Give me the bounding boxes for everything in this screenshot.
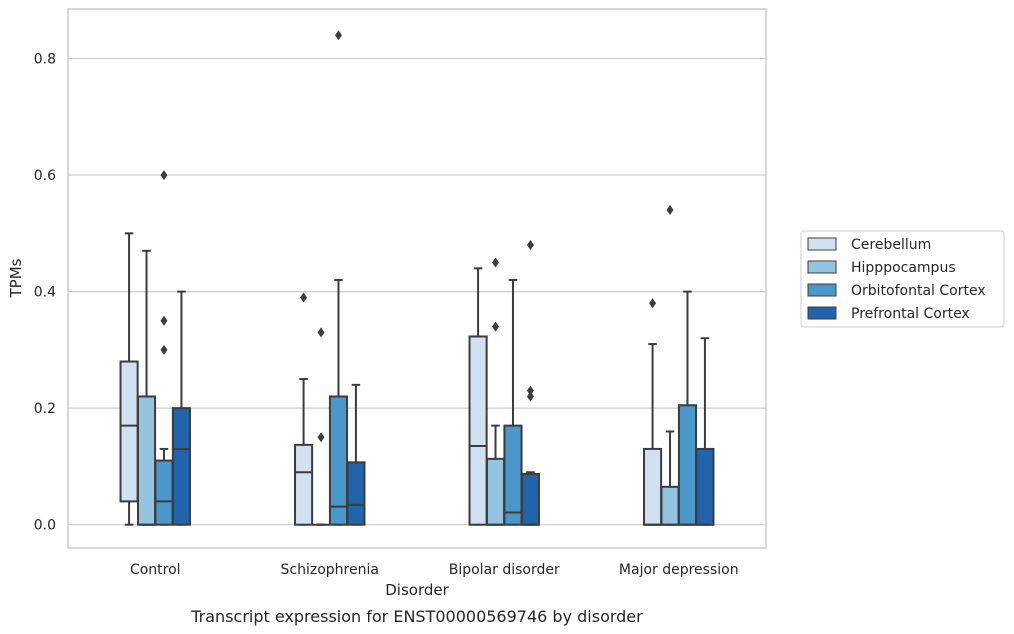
box-body xyxy=(643,447,663,526)
legend-label: Cerebellum xyxy=(851,237,931,253)
box-3-3 xyxy=(695,337,715,526)
box-2-2 xyxy=(503,278,523,526)
box-1-2 xyxy=(328,30,349,526)
box-0-2 xyxy=(154,170,174,526)
box-body xyxy=(520,472,540,526)
outlier-point xyxy=(666,205,674,216)
y-tick-label: 0.2 xyxy=(34,401,56,417)
outlier-point xyxy=(160,315,168,326)
outlier-point xyxy=(649,298,657,309)
box-1-0 xyxy=(294,292,314,526)
box-body xyxy=(503,424,523,526)
y-tick-label: 0.4 xyxy=(34,285,56,301)
box-1-3 xyxy=(346,383,366,526)
box-2-1 xyxy=(485,257,506,526)
box-body xyxy=(660,485,680,526)
box-body xyxy=(136,395,157,526)
box-plot-area xyxy=(119,30,715,526)
box-0-0 xyxy=(119,232,139,526)
box-3-1 xyxy=(660,205,680,526)
x-axis-ticks: Control Schizophrenia Bipolar disorder Majo… xyxy=(130,562,739,578)
outlier-point xyxy=(317,327,325,338)
legend: Cerebellum Hipppocampus Orbitofontal Corte… xyxy=(800,230,1005,328)
box-0-3 xyxy=(171,290,191,526)
legend-label: Orbitofontal Cortex xyxy=(851,283,986,299)
legend-frame xyxy=(800,230,1005,328)
plot-frame xyxy=(67,8,767,549)
x-tick-label: Major depression xyxy=(619,562,739,578)
y-tick-label: 0.6 xyxy=(34,168,56,184)
box-3-0 xyxy=(643,298,663,526)
box-body xyxy=(485,457,506,526)
outlier-point xyxy=(317,432,325,443)
outlier-point xyxy=(526,385,534,396)
x-axis-title: Disorder xyxy=(385,581,449,599)
outlier-point xyxy=(160,344,168,355)
box-body xyxy=(468,335,488,526)
y-tick-label: 0.0 xyxy=(34,518,56,534)
box-body xyxy=(346,461,366,526)
legend-swatch xyxy=(807,260,837,274)
outlier-point xyxy=(300,292,308,303)
legend-swatch xyxy=(807,283,837,297)
y-axis-ticks: 0.0 0.2 0.4 0.6 0.8 xyxy=(34,52,56,534)
outlier-point xyxy=(526,391,534,402)
y-tick-label: 0.8 xyxy=(34,52,56,68)
box-3-2 xyxy=(677,290,698,526)
x-tick-label: Control xyxy=(130,562,181,578)
outlier-point xyxy=(526,239,534,250)
legend-label: Hipppocampus xyxy=(851,260,956,276)
outlier-point xyxy=(334,30,342,41)
box-body xyxy=(119,360,139,503)
legend-label: Prefrontal Cortex xyxy=(851,306,970,322)
x-tick-label: Schizophrenia xyxy=(281,562,379,578)
box-2-3 xyxy=(520,239,540,526)
box-body xyxy=(695,447,715,526)
y-axis-title: TPMs xyxy=(7,258,25,298)
x-tick-label: Bipolar disorder xyxy=(449,562,560,578)
chart-caption: Transcript expression for ENST0000056974… xyxy=(190,607,643,626)
box-body xyxy=(154,459,174,526)
legend-swatch xyxy=(807,237,837,251)
box-body xyxy=(294,443,314,526)
box-0-1 xyxy=(136,249,157,526)
outlier-point xyxy=(160,170,168,181)
box-1-1 xyxy=(312,327,330,526)
box-body xyxy=(328,395,349,526)
outlier-point xyxy=(492,321,500,332)
outlier-point xyxy=(492,257,500,268)
box-body xyxy=(677,404,698,526)
box-2-0 xyxy=(468,267,488,526)
box-body xyxy=(171,407,191,526)
legend-swatch xyxy=(807,306,837,320)
